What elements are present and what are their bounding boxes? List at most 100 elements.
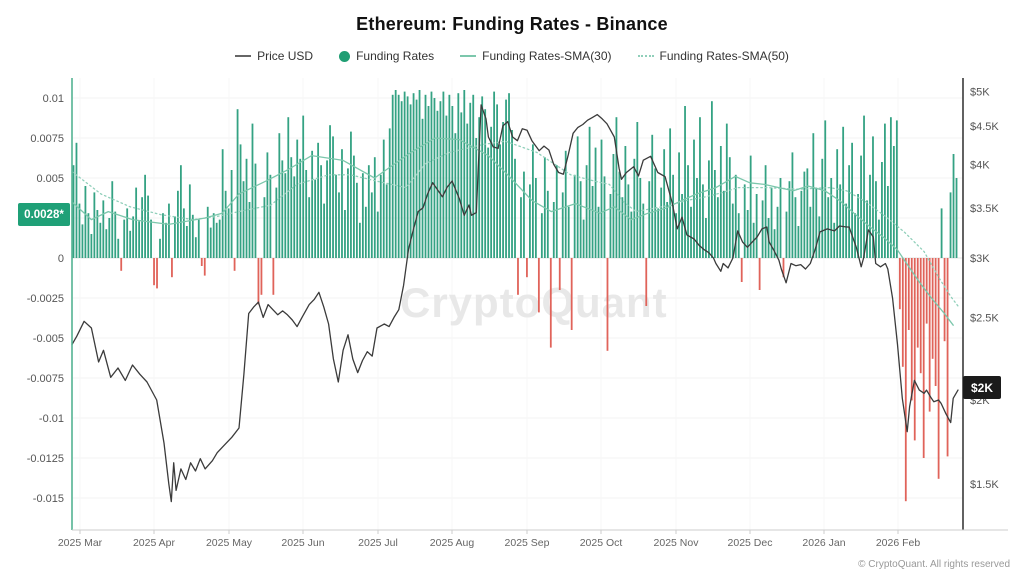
funding-rate-bar	[582, 219, 585, 258]
legend-item-funding-rates[interactable]: Funding Rates	[339, 49, 434, 63]
funding-rate-bar	[165, 222, 167, 258]
funding-rate-bar	[284, 173, 287, 258]
funding-rate-bar	[809, 206, 812, 258]
funding-rate-bar	[141, 197, 143, 258]
legend-item-sma50[interactable]: Funding Rates-SMA(50)	[637, 49, 789, 63]
funding-rate-bar	[782, 258, 785, 278]
funding-rate-bar	[490, 126, 493, 258]
x-tick-label: 2025 Mar	[58, 537, 103, 549]
funding-rate-bar	[153, 258, 155, 286]
x-tick-label: 2026 Jan	[802, 537, 845, 549]
funding-rate-bar	[317, 142, 320, 258]
funding-rate-bar	[355, 182, 358, 258]
funding-rate-bar	[651, 134, 654, 258]
funding-rate-bar	[952, 154, 955, 258]
funding-rate-bar	[156, 258, 158, 289]
funding-rate-bar	[713, 170, 716, 258]
right-axis-tick-label: $3K	[970, 253, 990, 265]
funding-rate-bar	[212, 213, 215, 258]
funding-rate-bar	[239, 144, 242, 258]
funding-rate-bar	[347, 168, 349, 258]
funding-rate-bar	[168, 203, 170, 258]
funding-rate-bar	[305, 170, 308, 258]
funding-rate-bar	[710, 101, 713, 258]
funding-rate-bar	[379, 174, 382, 258]
x-tick-label: 2025 Jun	[281, 537, 324, 549]
funding-rate-bar	[910, 258, 913, 401]
funding-rate-bar	[179, 165, 182, 258]
funding-rate-bar	[842, 126, 845, 258]
funding-rate-bar	[740, 258, 743, 282]
funding-rate-bar	[463, 90, 466, 258]
funding-rate-bar	[406, 96, 409, 259]
funding-rate-bar	[734, 174, 737, 258]
funding-dot-icon	[339, 50, 351, 62]
cryptoquant-watermark: CryptoQuant	[400, 279, 668, 326]
funding-rate-bar	[552, 202, 555, 258]
funding-rate-bar	[511, 130, 513, 258]
funding-rate-bar	[642, 203, 645, 258]
left-axis-tick-label: 0.0075	[30, 133, 64, 145]
funding-rate-bar	[806, 168, 809, 258]
funding-rate-bar	[955, 178, 958, 258]
funding-rate-bar	[93, 192, 96, 258]
funding-rate-bar	[257, 258, 260, 305]
funding-rate-bar	[803, 171, 806, 258]
funding-rate-bar	[728, 157, 731, 258]
funding-rate-bar	[618, 171, 621, 258]
funding-rate-bar	[567, 206, 570, 258]
funding-rate-bar	[260, 258, 263, 295]
funding-rate-bar	[758, 258, 761, 290]
funding-rate-bar	[341, 149, 343, 258]
funding-rate-bar	[702, 184, 704, 258]
funding-rate-bar	[117, 238, 120, 258]
funding-rate-bar	[344, 210, 346, 258]
funding-rate-bar	[245, 158, 248, 258]
funding-rate-bar	[361, 173, 364, 258]
x-tick-label: 2025 Jul	[358, 537, 398, 549]
funding-rate-bar	[96, 210, 99, 258]
funding-rate-bar	[439, 101, 442, 258]
funding-rate-bar	[907, 258, 910, 330]
funding-rate-bar	[857, 194, 859, 258]
right-axis-tick-label: $4.5K	[970, 121, 999, 133]
funding-rate-bar	[373, 157, 376, 258]
funding-rate-bar	[600, 139, 603, 258]
funding-rate-bar	[776, 206, 779, 258]
funding-rate-bar	[481, 96, 484, 259]
funding-rate-bar	[415, 99, 418, 258]
funding-rate-bar	[815, 187, 818, 258]
legend-item-sma30[interactable]: Funding Rates-SMA(30)	[460, 49, 612, 63]
funding-rate-bar	[940, 208, 943, 258]
funding-rate-bar	[302, 115, 305, 258]
funding-rate-bar	[460, 112, 463, 259]
sma30-line-icon	[460, 55, 477, 57]
funding-rate-bar	[534, 178, 537, 258]
funding-rate-bar	[612, 154, 615, 258]
funding-rate-bar	[881, 162, 883, 258]
funding-rate-bar	[836, 149, 839, 258]
funding-rate-bar	[585, 165, 588, 258]
funding-rate-bar	[281, 160, 284, 258]
funding-rate-bar	[174, 216, 176, 258]
funding-rate-bar	[785, 211, 788, 258]
x-tick-label: 2026 Feb	[876, 537, 921, 549]
legend-item-price-usd[interactable]: Price USD	[235, 49, 313, 63]
funding-rate-bar	[872, 136, 874, 258]
funding-rate-bar	[177, 190, 179, 258]
funding-rate-bar	[854, 213, 856, 258]
price-line	[71, 104, 959, 503]
funding-rate-bar	[466, 123, 469, 258]
left-axis-tick-label: -0.01	[39, 413, 64, 425]
funding-rate-bar	[591, 186, 594, 258]
funding-rate-bar	[863, 115, 865, 258]
funding-rate-bar	[126, 208, 129, 258]
funding-rate-bar	[469, 102, 472, 258]
funding-rate-bar	[663, 149, 666, 258]
funding-rate-bar	[684, 106, 686, 258]
funding-rate-bar	[657, 208, 660, 258]
funding-rate-bar	[254, 163, 257, 258]
funding-rate-bar	[824, 120, 827, 259]
